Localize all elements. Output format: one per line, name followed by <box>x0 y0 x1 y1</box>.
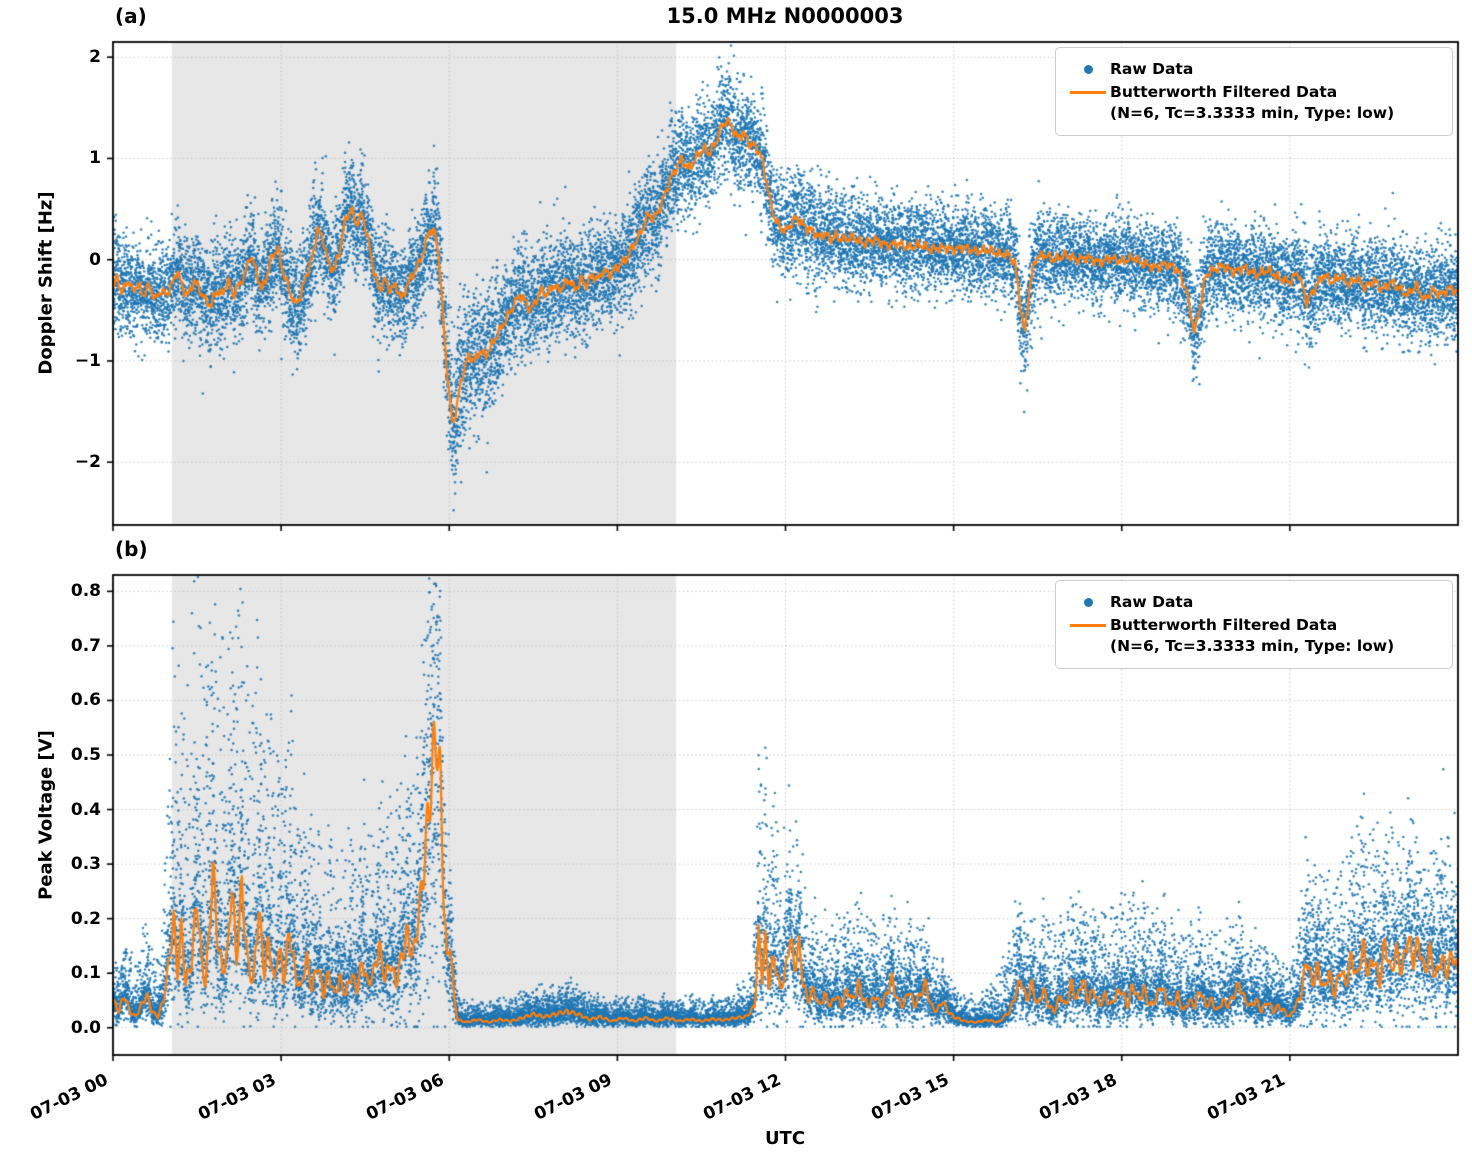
raw-data-marker-icon <box>1083 598 1093 607</box>
y-tick-label: 0.6 <box>70 690 101 711</box>
y-tick-label: 0.5 <box>70 745 101 765</box>
y-tick-label: 2 <box>89 47 101 68</box>
y-tick-label: 0.4 <box>70 799 101 820</box>
y-tick-label: −2 <box>74 452 101 473</box>
legend-row-filtered: Butterworth Filtered Data (N=6, Tc=3.3333… <box>1066 82 1440 124</box>
y-tick-label: 0.1 <box>70 963 101 984</box>
y-tick-label: 0 <box>89 249 101 270</box>
legend-raw-label: Raw Data <box>1110 60 1194 78</box>
legend-marker-cell <box>1066 592 1110 613</box>
legend-filtered-label-line2: (N=6, Tc=3.3333 min, Type: low) <box>1110 103 1395 122</box>
y-tick-label: −1 <box>74 350 101 371</box>
filtered-line-marker-icon <box>1070 91 1106 94</box>
y-tick-label: 0.3 <box>70 854 101 875</box>
legend-filtered-label: Butterworth Filtered Data (N=6, Tc=3.3333… <box>1110 82 1394 124</box>
y-tick-label: 0.7 <box>70 635 101 656</box>
legend-marker-cell <box>1066 82 1110 103</box>
y-tick-label: 0.0 <box>70 1017 101 1038</box>
legend-panel-a: Raw Data Butterworth Filtered Data (N=6, … <box>1055 47 1453 136</box>
y-axis-label-doppler: Doppler Shift [Hz] <box>35 191 57 375</box>
legend-filtered-label-line1: Butterworth Filtered Data <box>1110 83 1338 101</box>
y-tick-label: 1 <box>89 148 101 169</box>
legend-row-raw: Raw Data <box>1066 592 1440 613</box>
legend-row-filtered: Butterworth Filtered Data (N=6, Tc=3.3333… <box>1066 615 1440 657</box>
x-axis-label: UTC <box>764 1128 806 1149</box>
chart-title: 15.0 MHz N0000003 <box>666 4 904 28</box>
panel-a-label: (a) <box>115 4 147 28</box>
raw-data-marker-icon <box>1083 65 1093 74</box>
panel-b-label: (b) <box>115 537 148 561</box>
legend-filtered-label-line1: Butterworth Filtered Data <box>1110 616 1338 634</box>
legend-panel-b: Raw Data Butterworth Filtered Data (N=6, … <box>1055 580 1453 669</box>
filtered-line-marker-icon <box>1070 624 1106 627</box>
legend-filtered-label: Butterworth Filtered Data (N=6, Tc=3.3333… <box>1110 615 1394 657</box>
y-tick-label: 0.2 <box>70 908 101 929</box>
legend-marker-cell <box>1066 59 1110 80</box>
y-tick-label: 0.8 <box>70 581 101 602</box>
legend-filtered-label-line2: (N=6, Tc=3.3333 min, Type: low) <box>1110 636 1395 655</box>
legend-marker-cell <box>1066 615 1110 636</box>
legend-row-raw: Raw Data <box>1066 59 1440 80</box>
legend-raw-label: Raw Data <box>1110 593 1194 611</box>
